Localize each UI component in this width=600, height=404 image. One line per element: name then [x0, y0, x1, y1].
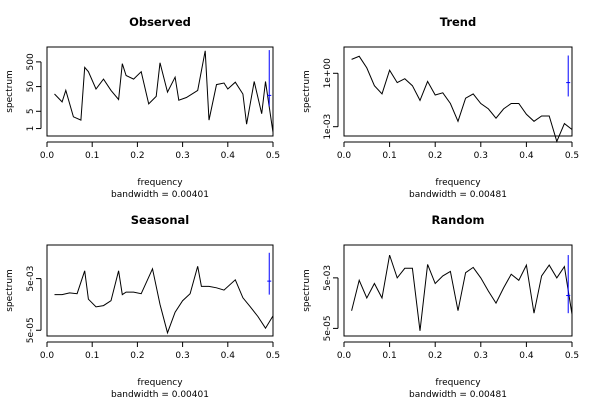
spectrum-line: [54, 266, 274, 335]
plot-frame: [46, 244, 274, 337]
y-tick-label: 5e-05: [323, 315, 333, 341]
bandwidth-label: bandwidth = 0.00401: [111, 190, 209, 200]
bandwidth-label: bandwidth = 0.00481: [409, 190, 507, 200]
chart-panel-2: Trend 0.0 0.1 0.2 0.3 0.4 0.5 1e-03 1e+00 frequen…: [302, 15, 579, 200]
x-tick-label: 0.2: [428, 351, 442, 361]
chart-title: Random: [432, 213, 485, 227]
x-axis-label: frequency: [137, 378, 183, 388]
x-tick-label: 0.0: [337, 151, 352, 161]
x-tick-label: 0.3: [175, 351, 189, 361]
chart-panel-4: Random 0.0 0.1 0.2 0.3 0.4 0.5 5e-05 5e-03 freque…: [302, 213, 579, 400]
y-axis-label: spectrum: [302, 269, 312, 312]
x-tick-label: 0.3: [175, 151, 189, 161]
y-tick-label: 1e+00: [323, 58, 333, 89]
x-tick-label: 0.3: [474, 151, 488, 161]
x-tick-label: 0.5: [565, 151, 579, 161]
chart-title: Observed: [129, 15, 191, 29]
y-tick-label: 5: [26, 108, 36, 114]
x-tick-label: 0.1: [382, 351, 396, 361]
y-axis-label: spectrum: [302, 70, 312, 113]
x-tick-label: 0.4: [221, 351, 236, 361]
plot-frame: [46, 46, 274, 137]
x-tick-label: 0.1: [382, 151, 396, 161]
x-axis-label: frequency: [435, 178, 481, 188]
x-axis-label: frequency: [435, 378, 481, 388]
x-tick-label: 0.5: [266, 151, 280, 161]
x-tick-label: 0.1: [85, 351, 99, 361]
spectrum-line: [351, 55, 573, 143]
y-tick-label: 5e-05: [26, 317, 36, 343]
x-tick-label: 0.4: [519, 151, 534, 161]
y-tick-label: 500: [26, 53, 36, 70]
x-tick-label: 0.2: [428, 151, 442, 161]
spectrum-line: [351, 254, 573, 331]
x-tick-label: 0.0: [40, 351, 55, 361]
spectrum-line: [54, 50, 274, 133]
x-tick-label: 0.2: [130, 351, 144, 361]
x-axis-label: frequency: [137, 178, 183, 188]
chart-title: Trend: [440, 15, 476, 29]
x-tick-label: 0.3: [474, 351, 488, 361]
bandwidth-label: bandwidth = 0.00481: [409, 390, 507, 400]
y-tick-label: 5e-03: [323, 265, 333, 291]
y-tick-label: 1e-03: [323, 114, 333, 140]
x-tick-label: 0.4: [221, 151, 236, 161]
chart-panel-3: Seasonal 0.0 0.1 0.2 0.3 0.4 0.5 5e-05 5e-03 freq…: [5, 213, 280, 400]
y-tick-label: 1: [26, 126, 36, 132]
x-tick-label: 0.2: [130, 151, 144, 161]
plot-frame: [343, 244, 573, 337]
x-tick-label: 0.0: [40, 151, 55, 161]
chart-panel-1: Observed 0.0 0.1 0.2 0.3 0.4 0.5 1 5 50 500 frequen…: [5, 15, 280, 200]
x-tick-label: 0.1: [85, 151, 99, 161]
y-tick-label: 5e-03: [26, 266, 36, 292]
x-tick-label: 0.4: [519, 351, 534, 361]
chart-title: Seasonal: [131, 213, 189, 227]
plot-frame: [343, 46, 573, 137]
x-tick-label: 0.0: [337, 351, 352, 361]
y-tick-label: 50: [26, 81, 36, 93]
x-tick-label: 0.5: [565, 351, 579, 361]
x-tick-label: 0.5: [266, 351, 280, 361]
y-axis-label: spectrum: [5, 70, 15, 113]
bandwidth-label: bandwidth = 0.00401: [111, 390, 209, 400]
y-axis-label: spectrum: [5, 269, 15, 312]
